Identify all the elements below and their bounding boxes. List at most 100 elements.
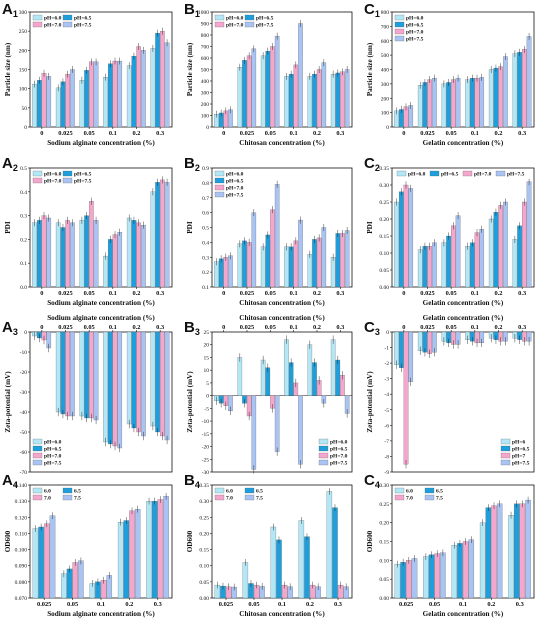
panel-label-subscript: 3 [195,327,200,337]
bar [103,77,108,128]
bar [298,23,303,128]
bar [60,227,66,288]
bar [160,179,165,288]
legend-label: pH=6.0 [44,440,62,446]
panel-c4: C4 0.00 0.05 0.10 0.15 0.20 0.25 0.30 OD600 0.025… [364,472,535,618]
y-tick-label: 0.30 [379,183,389,189]
bar [89,61,94,128]
legend-label: 7.0 [226,496,233,502]
y-tick-label: 100 [19,87,28,93]
y-tick-label: 100 [201,114,210,120]
bar [93,331,99,421]
x-tick-label: 0.2 [313,324,321,331]
y-tick-label: 50 [22,106,28,112]
x-tick-label: 0.025 [399,601,413,608]
bar [72,562,78,599]
y-tick-label: 0.5 [20,166,27,172]
legend-swatch [62,177,73,184]
y-tick-label: 0.6 [202,211,209,217]
bar [293,64,299,128]
panel-label-subscript: 4 [195,480,200,490]
legend-swatch [214,494,225,501]
bar [517,225,522,288]
bar [485,507,492,599]
y-axis-label: OD600 [186,530,194,552]
y-tick-label: 5 [206,381,209,387]
bar [326,491,333,599]
bar [307,254,313,288]
legend-label: 6.5 [256,489,263,495]
bar [251,395,257,470]
legend-swatch [32,487,43,494]
y-tick-label: 0 [206,394,209,400]
bar [488,218,494,288]
y-tick-label: 0.20 [379,217,389,223]
y-tick-label: 0.15 [199,548,209,554]
x-tick-label: 0.1 [471,130,479,137]
x-tick-label: 0.2 [495,130,503,137]
legend: pH=6.0pH=6.5pH=7.0pH=7.5 [32,438,64,468]
y-tick-label: 0 [386,330,389,336]
panel-a2: A2 0.0 0.1 0.2 0.3 0.4 0.5 PDI 0 0.025 0.05 0.1 0.2 0… [2,155,173,307]
x-tick-label: 0.05 [265,324,276,331]
panel-label: A1 [2,1,18,19]
bar [36,220,42,288]
legend-label: pH=6.5 [226,179,244,185]
x-tick-label: 0.05 [84,290,95,297]
y-tick-label: 0.1 [202,285,209,291]
bar [79,331,85,417]
panel-b3: B3 -30 -25 -20 -15 -10 -5 0 5 10 15 20 25 Zeta-potent… [184,314,353,476]
bar [307,344,313,396]
bar [65,220,70,288]
y-tick-label: 20 [204,343,210,349]
y-tick-label: 250 [19,29,28,35]
bar [288,246,294,288]
x-tick-label: 0.2 [495,324,503,331]
bar [517,52,522,128]
y-tick-label: 0.3 [202,255,209,261]
bar [307,76,313,128]
y-tick-label: 0.1 [20,261,27,267]
legend-swatch [244,494,255,501]
bar [131,55,137,128]
panel-a1: A1 0 50 100 150 200 250 300 Particle size (nm) 0 0… [2,1,173,147]
legend-label: pH=6.5 [512,447,530,453]
bar [440,552,446,599]
bar [246,242,252,288]
x-tick-label: 0.3 [516,601,524,608]
bar [446,235,451,288]
y-tick-label: -25 [202,457,210,463]
bar [522,49,527,128]
legend-label: pH=7.0 [330,454,348,460]
y-tick-label: -7 [384,439,389,445]
y-tick-label: 0.15 [379,234,389,240]
bar [38,526,44,599]
bar [41,215,47,288]
panel-c2: C2 0.00 0.05 0.10 0.15 0.20 0.25 0.30 0.35 PDI 0 0.… [364,155,535,307]
y-tick-label: 10 [204,368,210,374]
legend-label: pH=6.5 [44,447,62,453]
x-axis-label: Gelatin concentration (%) [423,139,504,147]
bar [60,81,66,128]
bar [403,184,409,288]
bar [469,78,475,128]
y-tick-label: 0 [386,125,389,131]
legend-swatch [32,452,43,459]
legend-label: pH=6.5 [330,447,348,453]
bar [55,222,61,288]
y-tick-label: 400 [201,79,210,85]
x-tick-label: 0 [402,324,405,331]
y-tick-label: 0.100 [15,548,28,554]
bar [55,87,61,128]
x-tick-label: 0.025 [37,601,51,608]
legend-label: pH=6.0 [408,172,426,178]
y-tick-label: -10 [20,350,28,356]
bar [513,503,520,599]
legend-label: pH=7.5 [330,461,348,467]
y-axis-label: PDI [366,221,374,234]
y-tick-label: 500 [201,68,210,74]
y-tick-label: 0.7 [202,196,209,202]
bar [84,215,89,288]
legend-swatch [62,170,73,177]
bar [525,499,531,599]
